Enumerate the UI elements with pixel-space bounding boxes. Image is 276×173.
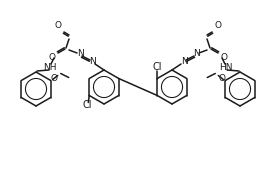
Text: O: O: [221, 53, 227, 62]
Text: Cl: Cl: [153, 62, 162, 72]
Text: NH: NH: [43, 62, 57, 71]
Text: HN: HN: [219, 62, 233, 71]
Text: Cl: Cl: [83, 101, 92, 111]
Text: N: N: [89, 57, 95, 66]
Text: O: O: [54, 21, 62, 30]
Text: O: O: [219, 74, 226, 83]
Text: N: N: [181, 57, 187, 66]
Text: O: O: [50, 74, 57, 83]
Text: N: N: [77, 49, 83, 58]
Text: N: N: [193, 49, 199, 58]
Text: O: O: [214, 21, 222, 30]
Text: O: O: [49, 53, 55, 62]
